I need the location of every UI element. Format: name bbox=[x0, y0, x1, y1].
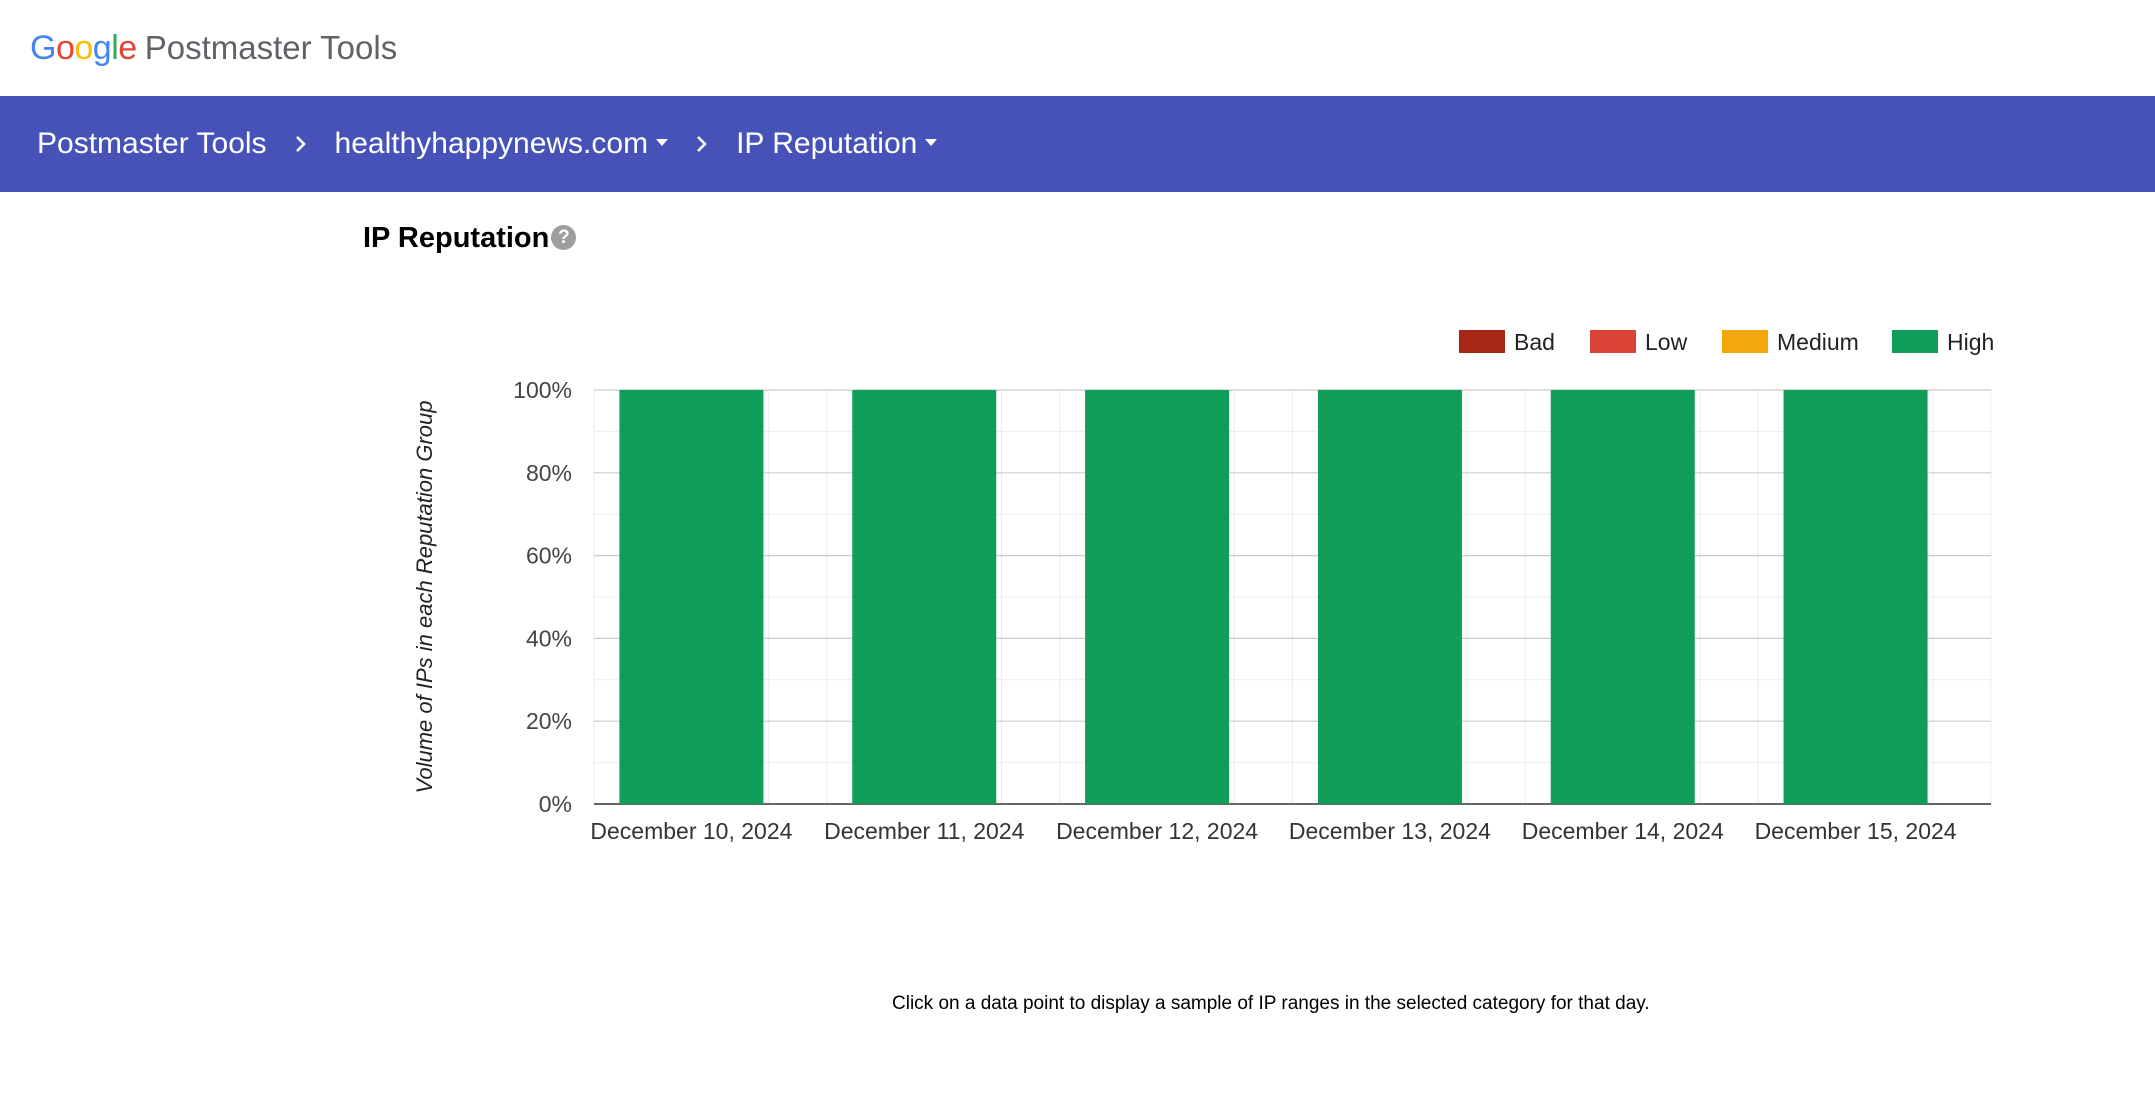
domain-dropdown[interactable]: healthyhappynews.com bbox=[335, 127, 669, 161]
legend-swatch-high bbox=[1892, 330, 1938, 353]
breadcrumb-root-label: Postmaster Tools bbox=[37, 127, 267, 160]
logo-letter: o bbox=[74, 29, 93, 67]
section-dropdown-label: IP Reputation bbox=[736, 127, 918, 160]
help-icon[interactable]: ? bbox=[551, 225, 577, 250]
bar-high[interactable] bbox=[1550, 390, 1695, 804]
x-tick-label: December 15, 2024 bbox=[1755, 818, 1957, 844]
caret-down-icon bbox=[656, 138, 669, 146]
logo-letter: l bbox=[111, 29, 119, 67]
page-title-text: IP Reputation bbox=[363, 222, 550, 254]
chart-instruction-note: Click on a data point to display a sampl… bbox=[892, 993, 1650, 1014]
y-tick-label: 60% bbox=[526, 543, 572, 569]
google-wordmark: Google bbox=[30, 28, 137, 68]
chevron-right-icon bbox=[267, 134, 335, 154]
x-tick-label: December 14, 2024 bbox=[1522, 818, 1724, 844]
bar-high[interactable] bbox=[1783, 390, 1928, 804]
bar-high[interactable] bbox=[1317, 390, 1462, 804]
x-tick-label: December 12, 2024 bbox=[1056, 818, 1258, 844]
section-dropdown[interactable]: IP Reputation bbox=[736, 127, 938, 161]
legend-swatch-low bbox=[1590, 330, 1636, 353]
legend-label-high[interactable]: High bbox=[1947, 329, 1994, 355]
breadcrumb-root-link[interactable]: Postmaster Tools bbox=[37, 127, 267, 161]
logo-letter: e bbox=[118, 29, 137, 67]
legend-label-medium[interactable]: Medium bbox=[1777, 329, 1859, 355]
breadcrumb: Postmaster Tools healthyhappynews.com IP… bbox=[0, 96, 2155, 192]
y-tick-label: 40% bbox=[526, 625, 572, 651]
chevron-right-icon bbox=[668, 134, 736, 154]
y-tick-label: 100% bbox=[513, 377, 572, 403]
app-header: Google Postmaster Tools bbox=[0, 0, 2155, 96]
domain-dropdown-label: healthyhappynews.com bbox=[334, 127, 649, 160]
caret-down-icon bbox=[925, 138, 938, 146]
logo-letter: G bbox=[30, 29, 56, 67]
logo-letter: g bbox=[92, 29, 112, 67]
page-title: IP Reputation ? bbox=[363, 222, 577, 255]
y-tick-label: 80% bbox=[526, 460, 572, 486]
product-name: Postmaster Tools bbox=[144, 29, 398, 66]
logo-letter: o bbox=[55, 29, 75, 67]
x-tick-label: December 11, 2024 bbox=[824, 818, 1025, 844]
bar-high[interactable] bbox=[1085, 390, 1230, 804]
x-tick-label: December 13, 2024 bbox=[1289, 818, 1491, 844]
google-postmaster-logo[interactable]: Google Postmaster Tools bbox=[30, 28, 397, 68]
y-tick-label: 20% bbox=[526, 708, 572, 734]
legend-swatch-bad bbox=[1459, 330, 1505, 353]
legend-swatch-medium bbox=[1722, 330, 1768, 353]
legend-label-low[interactable]: Low bbox=[1645, 329, 1688, 355]
bar-high[interactable] bbox=[619, 390, 764, 804]
x-tick-label: December 10, 2024 bbox=[590, 818, 792, 844]
legend-label-bad[interactable]: Bad bbox=[1514, 329, 1555, 355]
y-axis-title: Volume of IPs in each Reputation Group bbox=[412, 401, 437, 794]
bar-high[interactable] bbox=[852, 390, 997, 804]
y-tick-label: 0% bbox=[539, 791, 572, 817]
